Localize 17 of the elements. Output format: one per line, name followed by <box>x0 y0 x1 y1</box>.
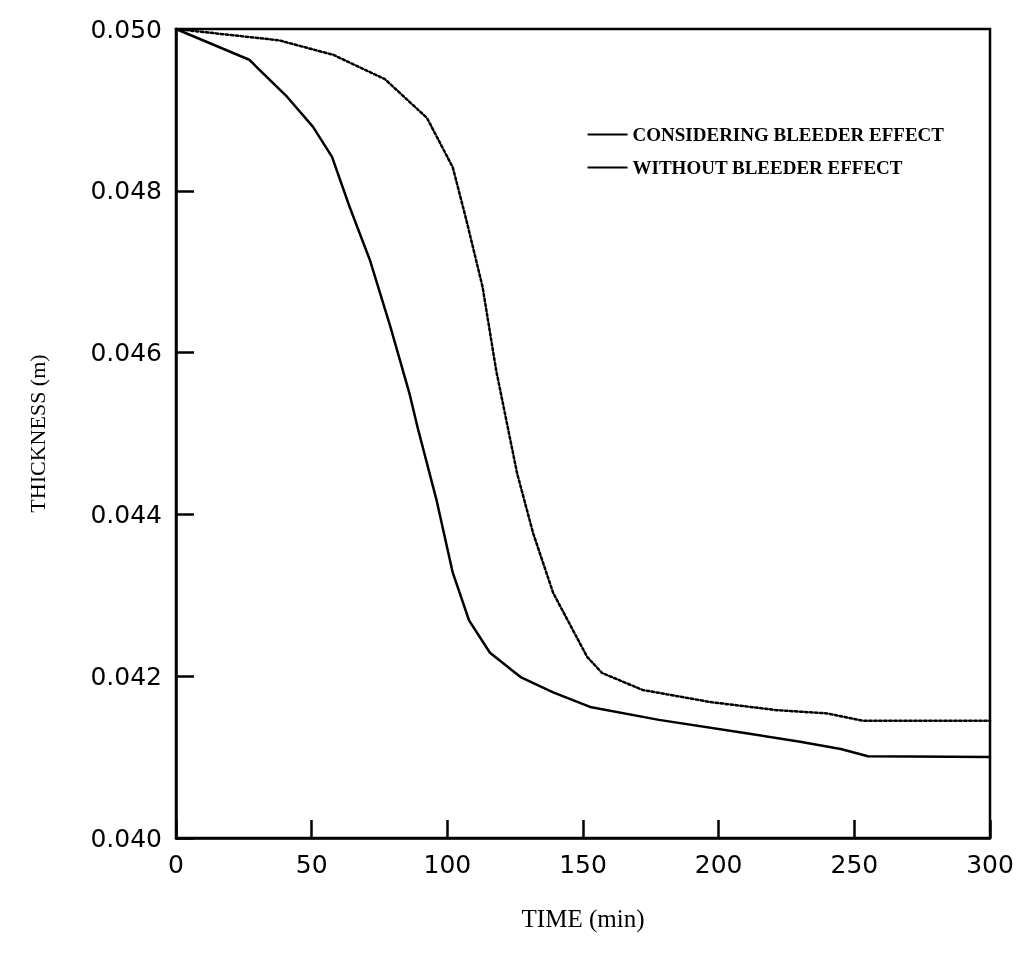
x-tick-label: 50 <box>295 850 328 879</box>
x-tick-label: 150 <box>559 850 607 879</box>
x-tick-label: 300 <box>966 850 1014 879</box>
x-tick-label: 100 <box>423 850 472 879</box>
y-tick-label: 0.048 <box>90 176 162 206</box>
legend-label: WITHOUT BLEEDER EFFECT <box>632 157 903 178</box>
y-tick-label: 0.040 <box>90 823 162 853</box>
legend-label: CONSIDERING BLEEDER EFFECT <box>632 124 945 145</box>
y-axis-title: THICKNESS (m) <box>24 354 50 513</box>
y-tick-label: 0.044 <box>90 499 162 529</box>
x-tick-label: 200 <box>694 850 743 879</box>
x-tick-label: 250 <box>830 850 879 879</box>
x-axis-title: TIME (min) <box>521 905 645 933</box>
y-tick-label: 0.042 <box>90 661 162 691</box>
x-tick-label: 0 <box>168 850 184 879</box>
y-tick-label: 0.046 <box>90 338 162 368</box>
y-tick-label: 0.050 <box>90 14 162 44</box>
